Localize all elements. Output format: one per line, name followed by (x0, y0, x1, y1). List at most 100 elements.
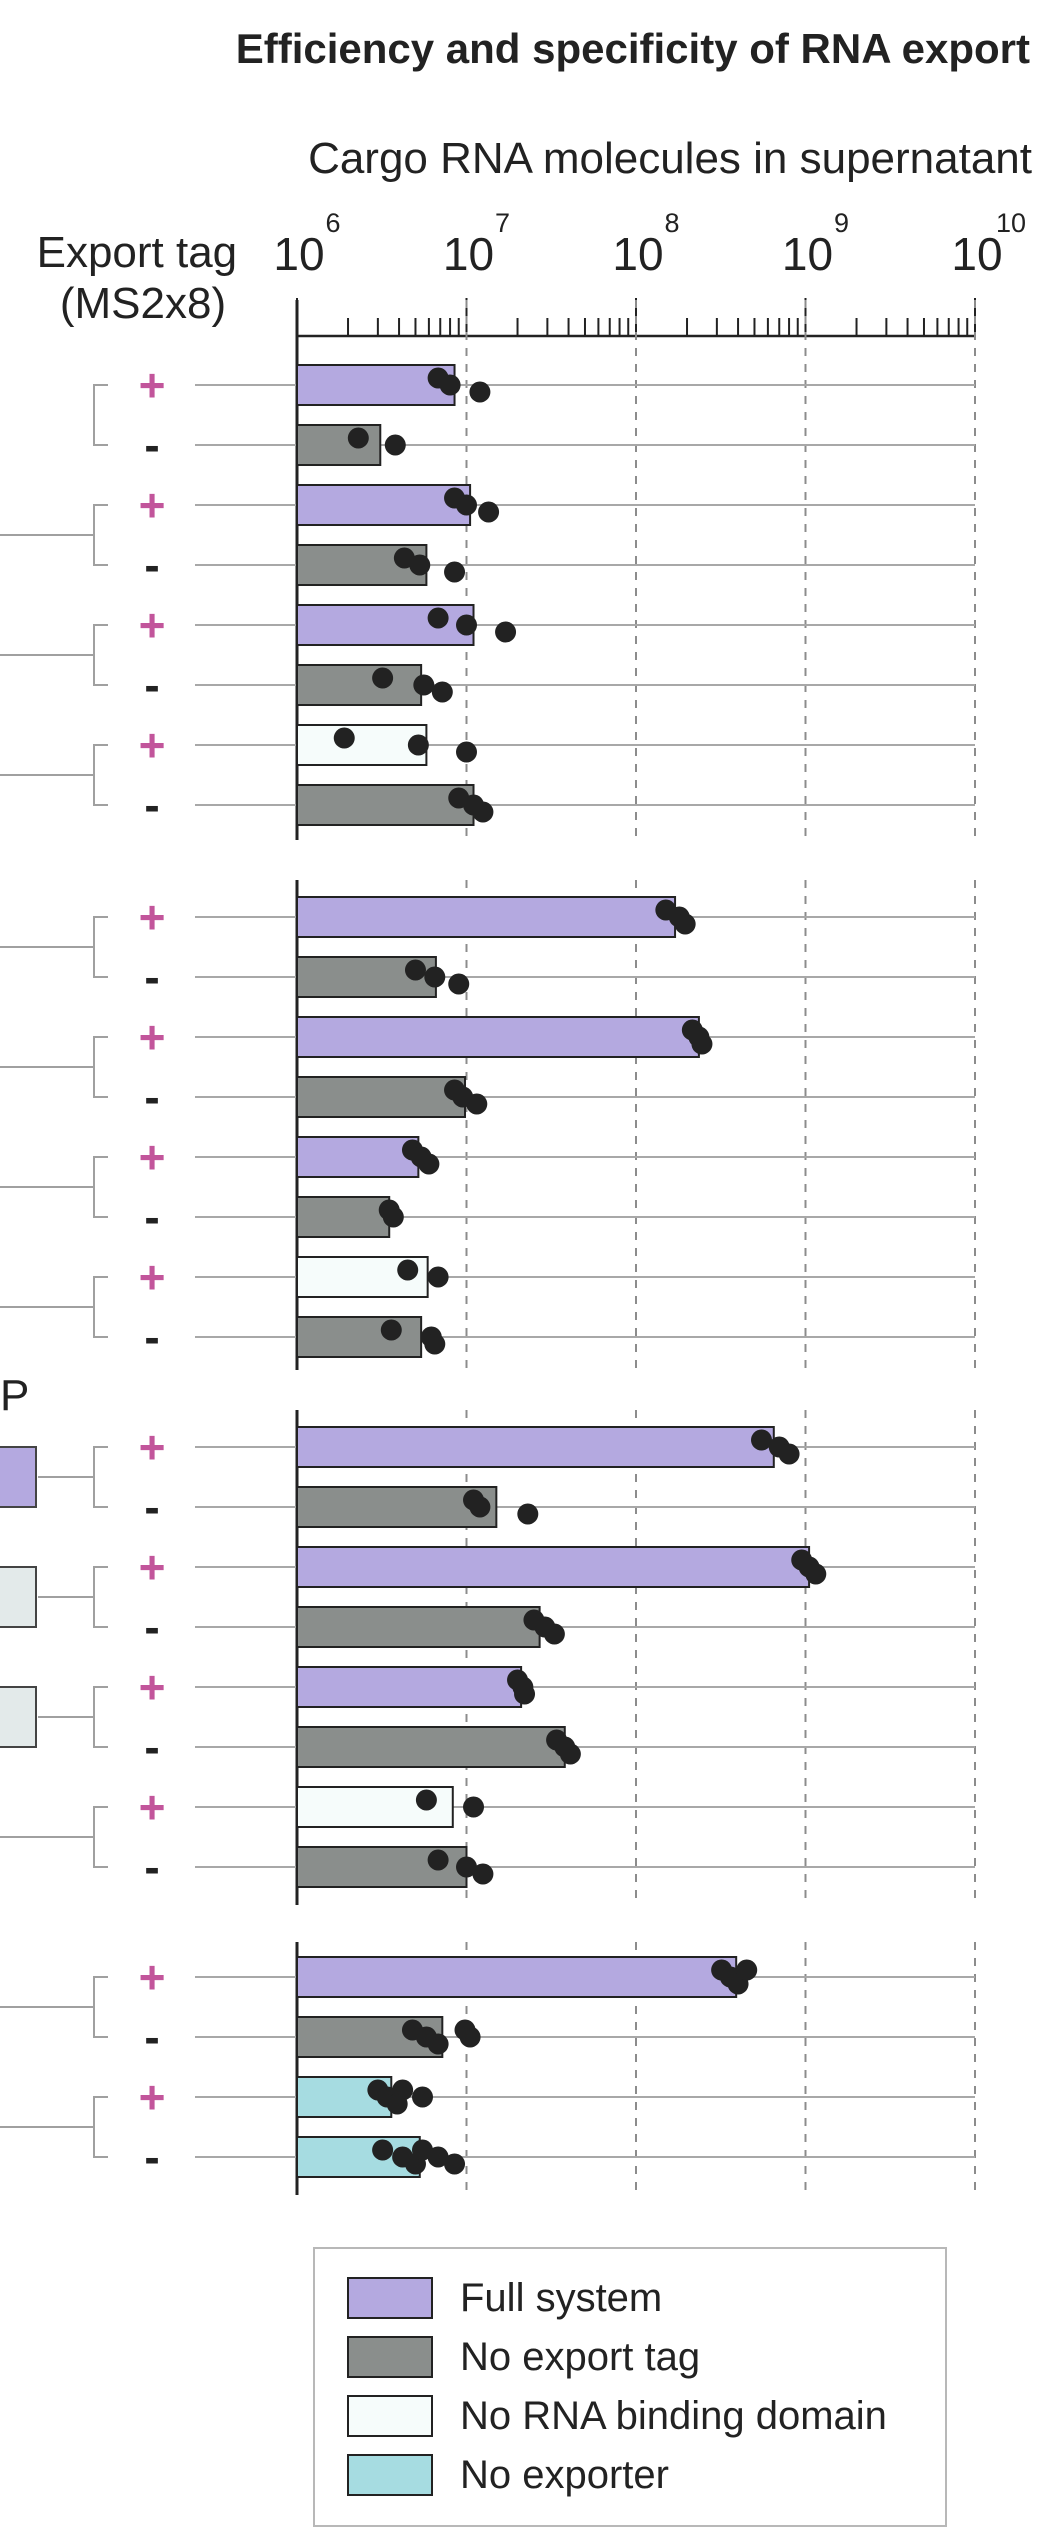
bracket (93, 624, 108, 686)
data-point (347, 427, 369, 449)
bracket (93, 1566, 108, 1628)
panel-fragment-letter: P (0, 1371, 29, 1420)
y-axis-label-line-2: (MS2x8) (60, 279, 226, 328)
data-point (444, 2153, 466, 2175)
data-point (466, 1093, 488, 1115)
plot-area: + - + - + - + - + - + - + - + - + - + - + - + - + - + - P (0, 298, 976, 2195)
tag-minus-sign: - (144, 2011, 159, 2063)
data-point (805, 1563, 827, 1585)
bracket (93, 1036, 108, 1098)
data-point (472, 801, 494, 823)
data-point (372, 2139, 394, 2161)
bar (296, 1076, 467, 1118)
tag-minus-sign: - (144, 1841, 159, 1893)
bracket (93, 916, 108, 978)
bracket (93, 1976, 108, 2038)
tag-minus-sign: - (144, 1721, 159, 1773)
legend-swatch (347, 2277, 433, 2319)
tag-plus-sign: + (139, 891, 166, 943)
bracket (93, 1806, 108, 1868)
data-point (448, 973, 470, 995)
bar (296, 1486, 498, 1528)
data-point (691, 1033, 713, 1055)
tag-minus-sign: - (144, 1311, 159, 1363)
bracket (93, 744, 108, 806)
data-point (427, 1266, 449, 1288)
x-tick-exponent: 7 (495, 208, 510, 238)
tag-plus-sign: + (139, 1421, 166, 1473)
tag-plus-sign: + (139, 1781, 166, 1833)
data-point (427, 2033, 449, 2055)
legend-swatch (347, 2395, 433, 2437)
legend-swatch (347, 2454, 433, 2496)
x-tick-exponent: 8 (664, 208, 679, 238)
data-point (736, 1959, 758, 1981)
data-point (469, 381, 491, 403)
data-point (750, 1429, 772, 1451)
bar (296, 1316, 423, 1358)
data-point (427, 607, 449, 629)
data-point (415, 1789, 437, 1811)
tag-plus-sign: + (139, 1251, 166, 1303)
data-point (456, 741, 477, 763)
x-tick-label: 10 (951, 228, 1002, 280)
legend-label: No exporter (460, 2453, 669, 2497)
data-point (559, 1743, 581, 1765)
bar (296, 1666, 523, 1708)
data-point (431, 681, 453, 703)
data-point (411, 2086, 433, 2108)
bar (296, 484, 472, 526)
data-point (397, 1259, 419, 1281)
tag-minus-sign: - (144, 1601, 159, 1653)
x-tick-label: 10 (443, 228, 494, 280)
bar (296, 1726, 566, 1768)
data-point (463, 1796, 485, 1818)
data-point (427, 2146, 449, 2168)
data-point (380, 1319, 402, 1341)
data-point (456, 614, 477, 636)
data-point (392, 2079, 414, 2101)
data-point (469, 1496, 491, 1518)
tag-plus-sign: + (139, 359, 166, 411)
bar (296, 784, 475, 826)
panel-fragment-box (0, 1446, 37, 1508)
legend-swatch (347, 2336, 433, 2378)
bracket (93, 1446, 108, 1508)
data-point (674, 913, 696, 935)
data-point (413, 674, 435, 696)
bar (296, 1956, 738, 1998)
bar (296, 1426, 775, 1468)
x-tick-exponent: 6 (325, 208, 340, 238)
tag-minus-sign: - (144, 419, 159, 471)
tag-minus-sign: - (144, 951, 159, 1003)
bar (296, 1196, 391, 1238)
tag-minus-sign: - (144, 659, 159, 711)
data-point (424, 966, 446, 988)
data-point (372, 667, 394, 689)
y-axis-label-line-1: Export tag (37, 228, 238, 277)
x-axis-title: Cargo RNA molecules in supernatant (308, 134, 1032, 183)
tag-plus-sign: + (139, 1661, 166, 1713)
bar (296, 604, 475, 646)
bracket (93, 2096, 108, 2158)
tag-minus-sign: - (144, 1071, 159, 1123)
data-point (459, 2026, 481, 2048)
tag-plus-sign: + (139, 1541, 166, 1593)
y-axis-label: Export tag (MS2x8) (37, 228, 250, 328)
tag-minus-sign: - (144, 1481, 159, 1533)
bar (296, 1606, 541, 1648)
data-point (409, 554, 431, 576)
legend-label: Full system (460, 2276, 662, 2320)
tag-minus-sign: - (144, 2131, 159, 2183)
bracket (93, 384, 108, 446)
tag-plus-sign: + (139, 719, 166, 771)
data-point (424, 1333, 446, 1355)
bar (296, 1546, 811, 1588)
bracket (93, 504, 108, 566)
bar (296, 1136, 420, 1178)
data-point (495, 621, 517, 643)
data-point (778, 1443, 800, 1465)
tag-plus-sign: + (139, 479, 166, 531)
bracket (93, 1686, 108, 1748)
x-tick-exponent: 10 (996, 208, 1026, 238)
